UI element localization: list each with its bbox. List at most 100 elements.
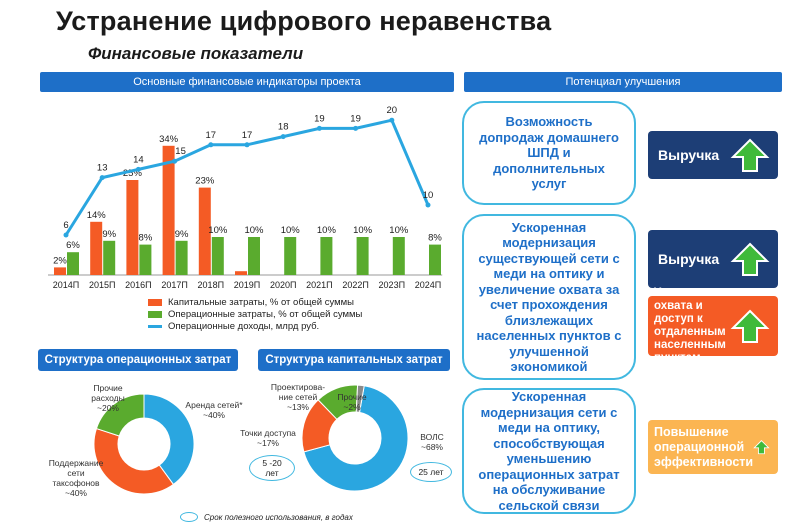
revenue-point-label: 14 <box>133 154 144 165</box>
capex-bar-label: 2% <box>53 255 67 266</box>
revenue-box-1: Выручка <box>648 131 778 179</box>
x-tick-label: 2016П <box>125 280 151 290</box>
x-tick-label: 2018П <box>198 280 225 290</box>
legend-revenue: Операционные доходы, млрд руб. <box>148 321 319 332</box>
opex-bar <box>139 244 152 275</box>
opex-bar-label: 9% <box>102 229 116 240</box>
revenue-point <box>99 175 105 181</box>
opex-bar <box>356 237 369 275</box>
x-tick-label: 2019П <box>234 280 261 290</box>
opex-bar-label: 6% <box>66 240 80 251</box>
revenue-point-label: 10 <box>423 190 434 201</box>
opex-bar <box>67 252 79 275</box>
revenue-box-2-label: Выручка <box>658 251 720 267</box>
opex-bar-label: 10% <box>353 225 373 236</box>
capex-bar <box>90 221 103 275</box>
capex-label-fiber: ВОЛС ~68% <box>420 432 444 452</box>
donut-slice <box>95 393 145 437</box>
up-arrow-icon <box>730 138 770 172</box>
revenue-point-label: 17 <box>206 130 217 141</box>
x-tick-label: 2024П <box>415 280 442 290</box>
x-tick-label: 2023П <box>379 280 406 290</box>
capex-bar-label: 14% <box>87 210 107 221</box>
capex-bar <box>235 271 247 275</box>
legend-revenue-label: Операционные доходы, млрд руб. <box>168 321 320 332</box>
efficiency-box: Повышение операционной эффективности <box>648 420 778 474</box>
opex-bar-label: 8% <box>428 233 442 244</box>
lifetime-oval-fiber: 25 лет <box>410 462 452 482</box>
main-indicators-header: Основные финансовые индикаторы проекта <box>40 72 454 92</box>
potential-bubble-opex: Ускоренная модернизация сети с меди на о… <box>462 388 636 514</box>
x-tick-label: 2017П <box>161 280 188 290</box>
revenue-point-label: 20 <box>387 105 398 116</box>
page-subtitle: Финансовые показатели <box>88 44 304 63</box>
opex-bar <box>248 237 260 275</box>
revenue-point <box>280 134 286 140</box>
up-arrow-icon <box>730 309 770 343</box>
opex-bar <box>320 237 333 275</box>
revenue-point <box>425 202 431 208</box>
lifetime-legend: Срок полезного использования, в годах <box>180 512 353 522</box>
opex-bar-label: 9% <box>175 229 189 240</box>
capex-bar-label: 25% <box>123 168 143 179</box>
x-tick-label: 2020П <box>270 280 297 290</box>
revenue-box-1-label: Выручка <box>658 147 720 163</box>
capex-bar <box>126 180 139 275</box>
revenue-point-label: 15 <box>175 146 186 157</box>
opex-bar-label: 10% <box>281 225 301 236</box>
lifetime-legend-label: Срок полезного использования, в годах <box>204 512 353 522</box>
opex-bar-label: 8% <box>139 233 153 244</box>
capex-bar <box>198 187 211 275</box>
opex-bar <box>284 237 297 275</box>
coverage-box: Увеличение охвата и доступ к отдаленным … <box>648 287 778 364</box>
opex-donut-chart <box>93 393 195 495</box>
page-title: Устранение цифрового неравенства <box>56 6 552 36</box>
capex-label-access: Точки доступа ~17% <box>240 428 296 448</box>
opex-bar-label: 10% <box>244 225 264 236</box>
donut-slice <box>93 427 175 495</box>
opex-bar-label: 10% <box>208 225 228 236</box>
up-arrow-icon <box>730 242 770 276</box>
legend-capex-label: Капитальные затраты, % от общей суммы <box>168 297 354 308</box>
legend-opex-swatch <box>148 311 162 318</box>
revenue-box-2: Выручка <box>648 230 778 288</box>
potential-bubble-coverage: Ускоренная модернизация существующей сет… <box>462 214 636 380</box>
opex-label-other: Прочие расходы ~20% <box>91 383 125 413</box>
potential-bubble-upsell: Возможность допродаж домашнего ШПД и доп… <box>462 101 636 205</box>
capex-bar <box>54 267 66 275</box>
donut-slice <box>143 393 195 486</box>
revenue-point-label: 13 <box>97 163 108 174</box>
donut-slice <box>355 384 365 413</box>
opex-bar-label: 10% <box>389 225 409 236</box>
opex-label-rent: Аренда сетей* ~40% <box>185 400 243 420</box>
lifetime-legend-oval <box>180 512 198 522</box>
revenue-point-label: 17 <box>242 130 253 141</box>
efficiency-box-label: Повышение операционной эффективности <box>654 424 754 469</box>
legend-opex-label: Операционные затраты, % от общей суммы <box>168 309 363 320</box>
opex-bar <box>211 237 224 275</box>
capex-donut-chart <box>301 384 409 492</box>
capex-label-design: Проектирова- ние сетей ~13% <box>270 382 326 412</box>
lifetime-oval-access: 5 -20 лет <box>249 455 295 481</box>
up-arrow-icon <box>753 440 770 455</box>
revenue-point <box>244 142 250 148</box>
revenue-point <box>135 166 141 172</box>
revenue-point <box>353 125 359 131</box>
potential-header: Потенциал улучшения <box>464 72 782 92</box>
revenue-point-label: 19 <box>350 113 361 124</box>
donut-slice <box>303 385 409 492</box>
legend-capex-swatch <box>148 299 162 306</box>
coverage-box-label: Увеличение охвата и доступ к отдаленным … <box>654 287 726 364</box>
x-tick-label: 2021П <box>306 280 333 290</box>
legend-revenue-swatch <box>148 325 162 328</box>
opex-bar <box>103 240 116 275</box>
revenue-point <box>316 125 322 131</box>
revenue-point-label: 19 <box>314 113 325 124</box>
financial-indicators-chart: 2% 6% 2014П 14% 9% 2015П 25% 8% 2016П 34% 9% 2017П 2… <box>48 105 442 290</box>
revenue-point <box>63 232 69 238</box>
opex-structure-header: Структура операционных затрат <box>38 349 238 371</box>
revenue-point <box>208 142 214 148</box>
opex-bar <box>429 244 441 275</box>
revenue-point-label: 18 <box>278 122 289 133</box>
legend-capex: Капитальные затраты, % от общей суммы <box>148 297 354 308</box>
